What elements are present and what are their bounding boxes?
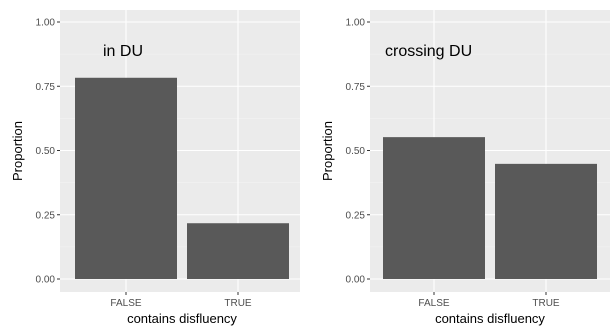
x-axis-title: contains disfluency [127,311,237,326]
bar-true [187,223,289,279]
x-tick-label: TRUE [224,298,252,309]
x-tick-label: TRUE [532,298,560,309]
bars [75,77,289,279]
y-axis-ticks: 0.00 0.25 0.50 0.75 1.00 [36,18,60,286]
y-axis-title: Proportion [10,121,25,181]
y-tick-label: 0.25 [36,210,56,221]
y-axis-ticks: 0.00 0.25 0.50 0.75 1.00 [346,18,370,286]
y-tick-label: 0.75 [36,82,56,93]
bar-false [383,137,485,279]
y-tick-label: 0.25 [346,210,366,221]
y-tick-label: 1.00 [346,18,366,29]
y-tick-label: 0.00 [36,275,56,286]
chart-panel-crossing-du: 0.00 0.25 0.50 0.75 1.00 FALSE TRUE crossing … [320,10,610,326]
x-axis-title: contains disfluency [435,311,545,326]
y-tick-label: 0.75 [346,82,366,93]
bars [383,137,597,279]
x-tick-label: FALSE [110,298,141,309]
y-axis-title: Proportion [320,121,335,181]
bar-false [75,77,177,279]
y-tick-label: 0.00 [346,275,366,286]
y-tick-label: 1.00 [36,18,56,29]
panel-annotation: in DU [103,43,143,60]
chart-panel-in-du: 0.00 0.25 0.50 0.75 1.00 FALSE TRUE in DU Pro… [10,10,300,326]
x-tick-label: FALSE [418,298,449,309]
x-axis-ticks: FALSE TRUE [110,292,252,309]
y-tick-label: 0.50 [346,146,366,157]
y-tick-label: 0.50 [36,146,56,157]
x-axis-ticks: FALSE TRUE [418,292,560,309]
panel-annotation: crossing DU [385,43,472,60]
bar-true [495,163,597,279]
